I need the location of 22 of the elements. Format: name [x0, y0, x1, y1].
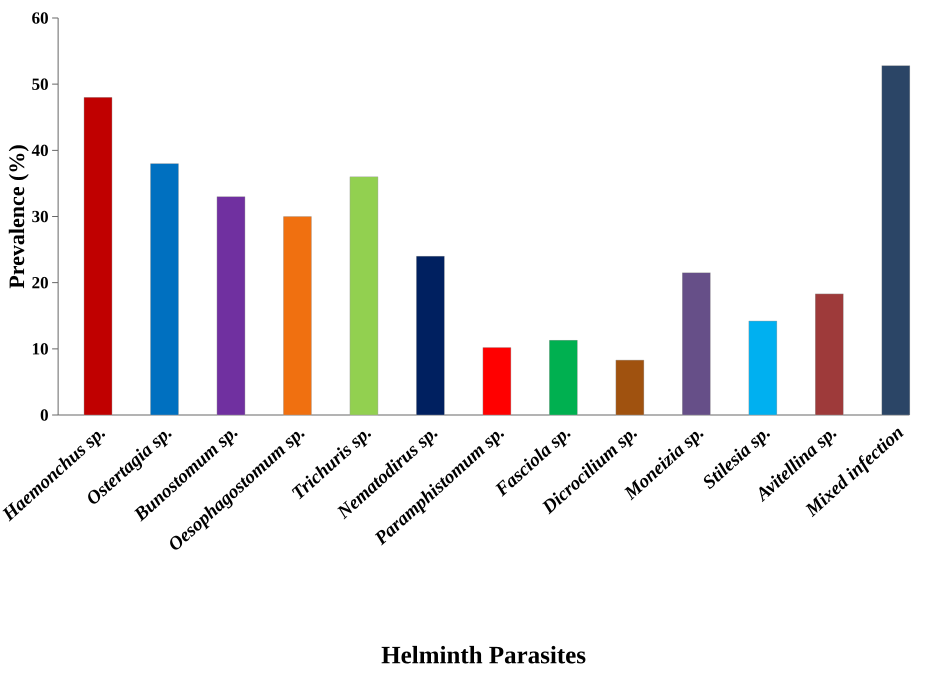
- y-axis-title: Prevalence (%): [8, 145, 29, 288]
- bar: [216, 196, 246, 416]
- y-tick-label: 0: [40, 409, 48, 421]
- bar: [84, 97, 112, 416]
- bar: [150, 163, 179, 416]
- y-tick-label: 10: [32, 343, 48, 355]
- bar: [882, 65, 910, 416]
- y-tick-label: 30: [32, 210, 48, 222]
- x-axis-title: Helminth Parasites: [382, 646, 586, 664]
- bar: [482, 347, 512, 416]
- y-tick-label: 50: [32, 78, 48, 90]
- bar: [350, 176, 378, 416]
- bar: [815, 294, 844, 416]
- bar: [616, 360, 644, 416]
- bar: [748, 320, 778, 416]
- bar: [682, 272, 711, 416]
- bar: [416, 256, 445, 416]
- bar: [283, 216, 312, 416]
- bar: [549, 340, 578, 416]
- y-tick-label: 60: [32, 12, 48, 24]
- y-tick-label: 40: [32, 144, 48, 156]
- y-tick-label: 20: [32, 276, 48, 288]
